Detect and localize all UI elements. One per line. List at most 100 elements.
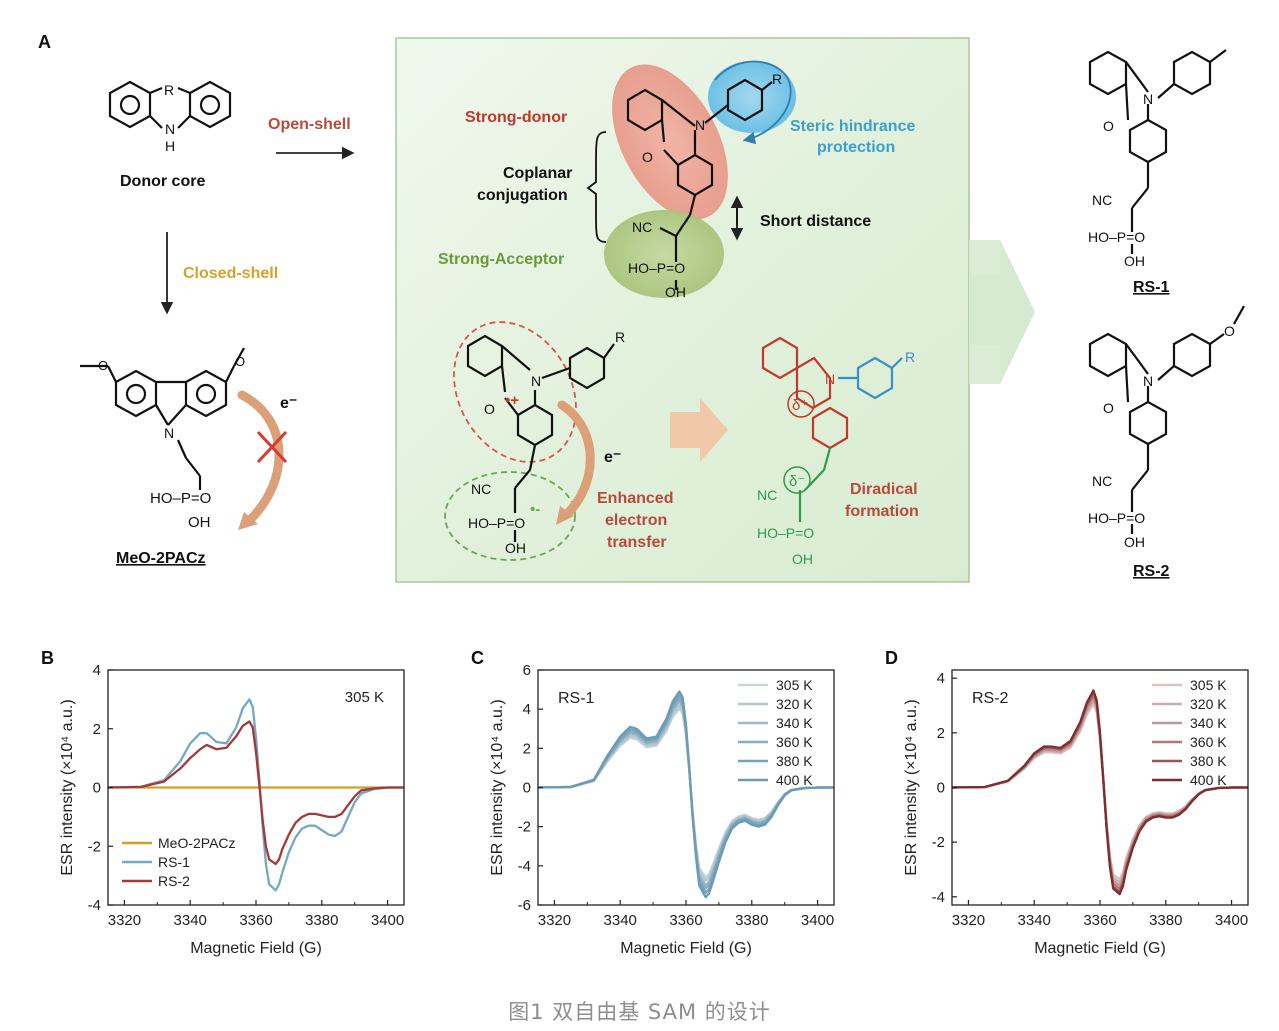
ct-o: O bbox=[484, 401, 495, 417]
panel-letter: C bbox=[471, 648, 484, 668]
coplanar-label-2: conjugation bbox=[477, 187, 568, 204]
y-tick-label: -4 bbox=[932, 889, 945, 906]
x-tick-label: 3360 bbox=[669, 912, 702, 929]
rs2-o: O bbox=[1103, 400, 1114, 416]
meo-2pacz-label: MeO-2PACz bbox=[116, 550, 206, 567]
diradical-phos-oh: OH bbox=[792, 551, 813, 567]
annotation: RS-1 bbox=[558, 690, 595, 707]
ct-phos-ho: HO–P=O bbox=[468, 515, 525, 531]
legend-label: RS-2 bbox=[158, 873, 190, 889]
figure-caption: 图1 双自由基 SAM 的设计 bbox=[508, 1000, 771, 1024]
rs1-n: N bbox=[1143, 91, 1153, 107]
y-tick-label: 0 bbox=[93, 780, 101, 797]
enhanced-label-2: electron bbox=[605, 512, 667, 529]
rs2-o-methoxy: O bbox=[1224, 323, 1235, 339]
y-tick-label: 4 bbox=[93, 662, 101, 679]
annotation: 305 K bbox=[345, 689, 384, 706]
legend-label: 380 K bbox=[1190, 753, 1227, 769]
ct-transfer-arrow bbox=[557, 400, 595, 520]
diradical-delta-minus: δ⁻ bbox=[789, 473, 805, 490]
rs1-phos-oh: OH bbox=[1124, 253, 1145, 269]
rs2-phos-ho: HO–P=O bbox=[1088, 510, 1145, 526]
legend-label: RS-1 bbox=[158, 854, 190, 870]
enhanced-label-3: transfer bbox=[607, 534, 667, 551]
legend-label: MeO-2PACz bbox=[158, 835, 236, 851]
ct-radical-anion: •- bbox=[530, 501, 540, 518]
series-line-400-k bbox=[952, 689, 1248, 896]
rs1-label: RS-1 bbox=[1133, 279, 1170, 296]
transfer-chevron bbox=[670, 398, 728, 462]
meo-o-right: O bbox=[235, 354, 245, 369]
panel-a-letter: A bbox=[38, 32, 51, 52]
y-tick-label: 2 bbox=[523, 740, 531, 757]
x-tick-label: 3360 bbox=[1083, 912, 1116, 929]
legend-label: 340 K bbox=[776, 715, 813, 731]
legend-label: 320 K bbox=[776, 696, 813, 712]
y-tick-label: 6 bbox=[523, 662, 531, 679]
series-line-rs-2 bbox=[108, 720, 404, 866]
chart-b: B 3320 3340 3360 3380 3400 -4 -2 0 2 4 Magnetic Fie… bbox=[41, 648, 405, 957]
legend-label: 380 K bbox=[776, 753, 813, 769]
legend-label: 340 K bbox=[1190, 715, 1227, 731]
meo-n: N bbox=[164, 425, 174, 441]
cation-region bbox=[453, 321, 577, 463]
x-tick-label: 3400 bbox=[1215, 912, 1248, 929]
series-line-400-k bbox=[538, 690, 834, 899]
meo-2pacz-structure bbox=[80, 347, 245, 490]
steric-label-1: Steric hindrance bbox=[790, 118, 915, 135]
ct-radical-cation: •+ bbox=[505, 392, 519, 409]
diradical-aryl bbox=[838, 356, 903, 400]
x-tick-label: 3320 bbox=[108, 912, 141, 929]
x-tick-label: 3340 bbox=[174, 912, 207, 929]
diradical-molecule-structure bbox=[761, 336, 849, 450]
panel-a-schematic: A R N H Donor core Open-shell Closed-she… bbox=[38, 32, 1245, 583]
steric-highlight bbox=[708, 61, 796, 133]
meo-phos-ho: HO–P=O bbox=[150, 490, 211, 507]
top-phos-oh: OH bbox=[665, 284, 686, 300]
x-tick-label: 3360 bbox=[239, 912, 272, 929]
legend-label: 360 K bbox=[776, 734, 813, 750]
donor-core-n: N bbox=[165, 121, 175, 137]
annotation: RS-2 bbox=[972, 690, 1009, 707]
meo-phos-oh: OH bbox=[188, 514, 211, 531]
anion-region bbox=[444, 471, 576, 561]
x-tick-label: 3400 bbox=[801, 912, 834, 929]
diradical-label-2: formation bbox=[845, 503, 919, 520]
rs2-nc: NC bbox=[1092, 473, 1112, 489]
y-tick-label: -2 bbox=[518, 819, 531, 836]
ct-electron: e⁻ bbox=[604, 449, 621, 466]
legend-label: 305 K bbox=[776, 677, 813, 693]
x-tick-label: 3340 bbox=[604, 912, 637, 929]
acceptor-highlight bbox=[604, 210, 724, 298]
x-tick-label: 3380 bbox=[1149, 912, 1182, 929]
rotation-arrow bbox=[714, 60, 792, 145]
rs2-phos-oh: OH bbox=[1124, 534, 1145, 550]
strong-acceptor-label: Strong-Acceptor bbox=[438, 251, 564, 268]
x-tick-label: 3320 bbox=[538, 912, 571, 929]
x-axis-label: Magnetic Field (G) bbox=[620, 940, 752, 957]
y-tick-label: 0 bbox=[523, 780, 531, 797]
ct-molecule-structure bbox=[466, 334, 615, 542]
donor-core-label: Donor core bbox=[120, 173, 205, 190]
legend-label: 400 K bbox=[1190, 772, 1227, 788]
x-tick-label: 3380 bbox=[305, 912, 338, 929]
y-axis-label: ESR intensity (×10⁴ a.u.) bbox=[59, 699, 76, 875]
steric-label-2: protection bbox=[817, 139, 895, 156]
donor-highlight bbox=[612, 64, 728, 220]
meo-o-left: O bbox=[98, 358, 108, 373]
strong-donor-label: Strong-donor bbox=[465, 109, 567, 126]
chart-d: D 3320 3340 3360 3380 3400 -4 -2 0 2 4 Magnetic Fie… bbox=[885, 648, 1249, 957]
y-tick-label: 0 bbox=[937, 780, 945, 797]
meo-electron: e⁻ bbox=[280, 395, 297, 412]
y-axis-label: ESR intensity (×10⁴ a.u.) bbox=[903, 699, 920, 875]
y-tick-label: -2 bbox=[932, 834, 945, 851]
y-tick-label: 2 bbox=[937, 725, 945, 742]
y-tick-label: -4 bbox=[518, 858, 531, 875]
x-tick-label: 3380 bbox=[735, 912, 768, 929]
x-tick-label: 3320 bbox=[952, 912, 985, 929]
y-tick-label: 4 bbox=[523, 701, 531, 718]
blocked-transfer-arrow bbox=[237, 390, 284, 525]
rs1-structure bbox=[1088, 49, 1227, 254]
closed-shell-label: Closed-shell bbox=[183, 265, 278, 282]
top-o: O bbox=[642, 149, 653, 165]
